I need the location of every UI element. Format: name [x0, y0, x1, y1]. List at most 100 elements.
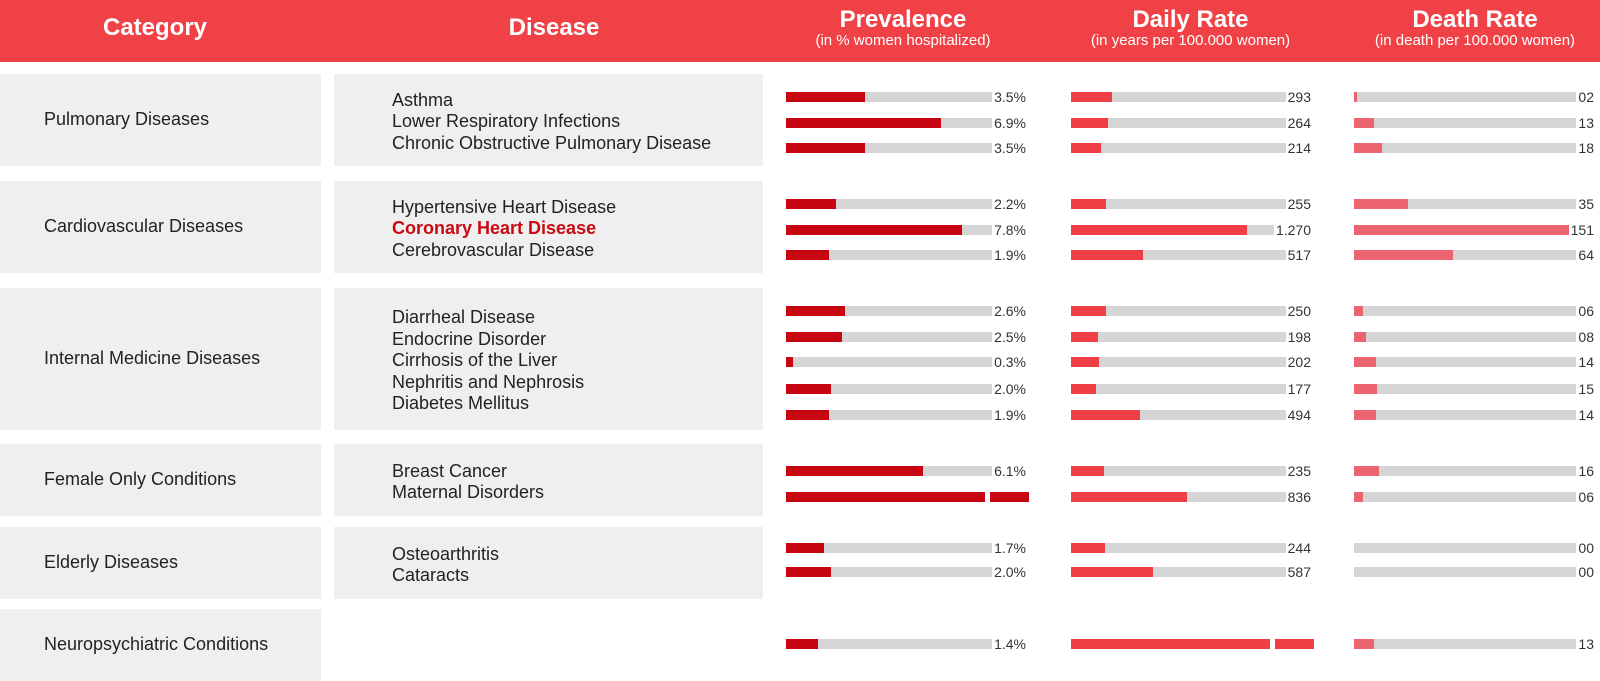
prevalence-value-label: 2.0% — [992, 380, 1029, 398]
disease-cell — [334, 74, 763, 166]
death-bar — [1354, 639, 1375, 649]
daily-value-label: 264 — [1285, 114, 1314, 132]
disease-name: Chronic Obstructive Pulmonary Disease — [392, 132, 712, 153]
prevalence-bar-gap — [985, 492, 991, 502]
prevalence-bar — [786, 143, 865, 153]
daily-value-label: 202 — [1285, 353, 1314, 371]
death-value-label: 06 — [1576, 302, 1597, 320]
prevalence-bar-track: 2.2% — [786, 195, 1029, 213]
disease-name: Osteoarthritis — [392, 543, 500, 564]
death-value-label: 14 — [1576, 353, 1597, 371]
prevalence-bar — [786, 384, 831, 394]
daily-value-label: 214 — [1285, 139, 1314, 157]
death-bar-track: 35 — [1354, 195, 1597, 213]
table-header: Category Disease Prevalence (in % women … — [0, 0, 1600, 62]
category-label: Elderly Diseases — [44, 552, 179, 572]
death-bar-track: 02 — [1354, 88, 1597, 106]
daily-bar — [1071, 410, 1140, 420]
daily-value-label: 255 — [1285, 195, 1314, 213]
disease-name: Cirrhosis of the Liver — [392, 350, 558, 371]
daily-bar-track: 244 — [1071, 539, 1314, 557]
death-bar-track: 14 — [1354, 353, 1597, 371]
category-cell — [0, 181, 321, 273]
disease-name: Endocrine Disorder — [392, 328, 547, 349]
category-cell — [0, 527, 321, 599]
daily-bar — [1071, 332, 1099, 342]
prevalence-bar — [786, 332, 843, 342]
category-cell — [0, 609, 321, 681]
disease-name: Maternal Disorders — [392, 482, 545, 502]
prevalence-value-label: 2.6% — [992, 302, 1029, 320]
prevalence-bar — [786, 118, 942, 128]
disease-list: Breast Cancer Maternal Disorders — [392, 461, 544, 504]
daily-value-label: 198 — [1285, 328, 1314, 346]
death-bar — [1354, 357, 1376, 367]
daily-bar-track: 214 — [1071, 139, 1314, 157]
death-value-label: 16 — [1576, 462, 1597, 480]
daily-bar-gap — [1270, 639, 1276, 649]
category-label: Pulmonary Diseases — [44, 109, 210, 129]
prevalence-value-label: 6.9% — [992, 114, 1029, 132]
disease-cell — [334, 181, 763, 273]
header-category: Category — [102, 14, 208, 41]
category-label: Internal Medicine Diseases — [44, 348, 261, 368]
daily-bar-track: 177 — [1071, 380, 1314, 398]
daily-value-label: 177 — [1285, 380, 1314, 398]
death-bar-track: 13 — [1354, 635, 1597, 653]
daily-bar-track: 198 — [1071, 328, 1314, 346]
category-label: Female Only Conditions — [44, 469, 237, 489]
daily-bar — [1071, 306, 1106, 316]
daily-bar — [1071, 143, 1101, 153]
prevalence-value-label: 6.1% — [992, 462, 1029, 480]
disease-name: Breast Cancer — [392, 460, 508, 481]
prevalence-bar-track: 1.7% — [786, 539, 1029, 557]
daily-bar — [1071, 250, 1143, 260]
prevalence-value-label: 2.5% — [992, 328, 1029, 346]
death-value-label: 18 — [1576, 139, 1597, 157]
category-cell — [0, 444, 321, 516]
prevalence-value-label: 0.3% — [992, 353, 1029, 371]
prevalence-bar-overflow — [990, 492, 1029, 502]
category-cell — [0, 288, 321, 430]
death-bar — [1354, 225, 1588, 235]
prevalence-bar — [786, 492, 986, 502]
disease-name: Diarrheal Disease — [392, 307, 536, 328]
daily-bar-track: 235 — [1071, 462, 1314, 480]
disease-list: Osteoarthritis Cataracts — [392, 544, 499, 587]
death-bar-track: 64 — [1354, 246, 1597, 264]
prevalence-value-label: 1.9% — [992, 246, 1029, 264]
header-disease: Disease — [508, 14, 600, 41]
daily-bar-track: 264 — [1071, 114, 1314, 132]
daily-value-label: 836 — [1285, 488, 1314, 506]
prevalence-bar — [786, 92, 865, 102]
prevalence-bar — [786, 639, 818, 649]
death-value-label: 02 — [1576, 88, 1597, 106]
death-value-label: 13 — [1576, 635, 1597, 653]
prevalence-bar-track: 3.5% — [786, 139, 1029, 157]
death-value-label: 14 — [1576, 406, 1597, 424]
daily-bar — [1071, 92, 1112, 102]
daily-bar — [1071, 357, 1100, 367]
category-cell — [0, 74, 321, 166]
disease-name: Nephritis and Nephrosis — [392, 371, 585, 392]
disease-name: Lower Respiratory Infections — [392, 111, 621, 132]
prevalence-bar — [786, 466, 924, 476]
death-value-label: 64 — [1576, 246, 1597, 264]
death-bar — [1354, 92, 1358, 102]
death-bar — [1354, 143, 1382, 153]
death-bar — [1354, 492, 1364, 502]
prevalence-bar — [786, 199, 836, 209]
daily-value-label: 494 — [1285, 406, 1314, 424]
prevalence-bar-track: 1.4% — [786, 635, 1029, 653]
prevalence-bar-track: 1.9% — [786, 406, 1029, 424]
death-bar-track: 00 — [1354, 539, 1597, 557]
daily-bar-track: 587 — [1071, 563, 1314, 581]
daily-value-label: 587 — [1285, 563, 1314, 581]
prevalence-bar — [786, 225, 962, 235]
header-prevalence: Prevalence (in % women hospitalized) — [815, 6, 991, 50]
daily-bar — [1071, 118, 1108, 128]
daily-bar — [1071, 567, 1153, 577]
disease-name: Cataracts — [392, 565, 470, 585]
death-bar — [1354, 306, 1364, 316]
daily-value-label: 235 — [1285, 462, 1314, 480]
